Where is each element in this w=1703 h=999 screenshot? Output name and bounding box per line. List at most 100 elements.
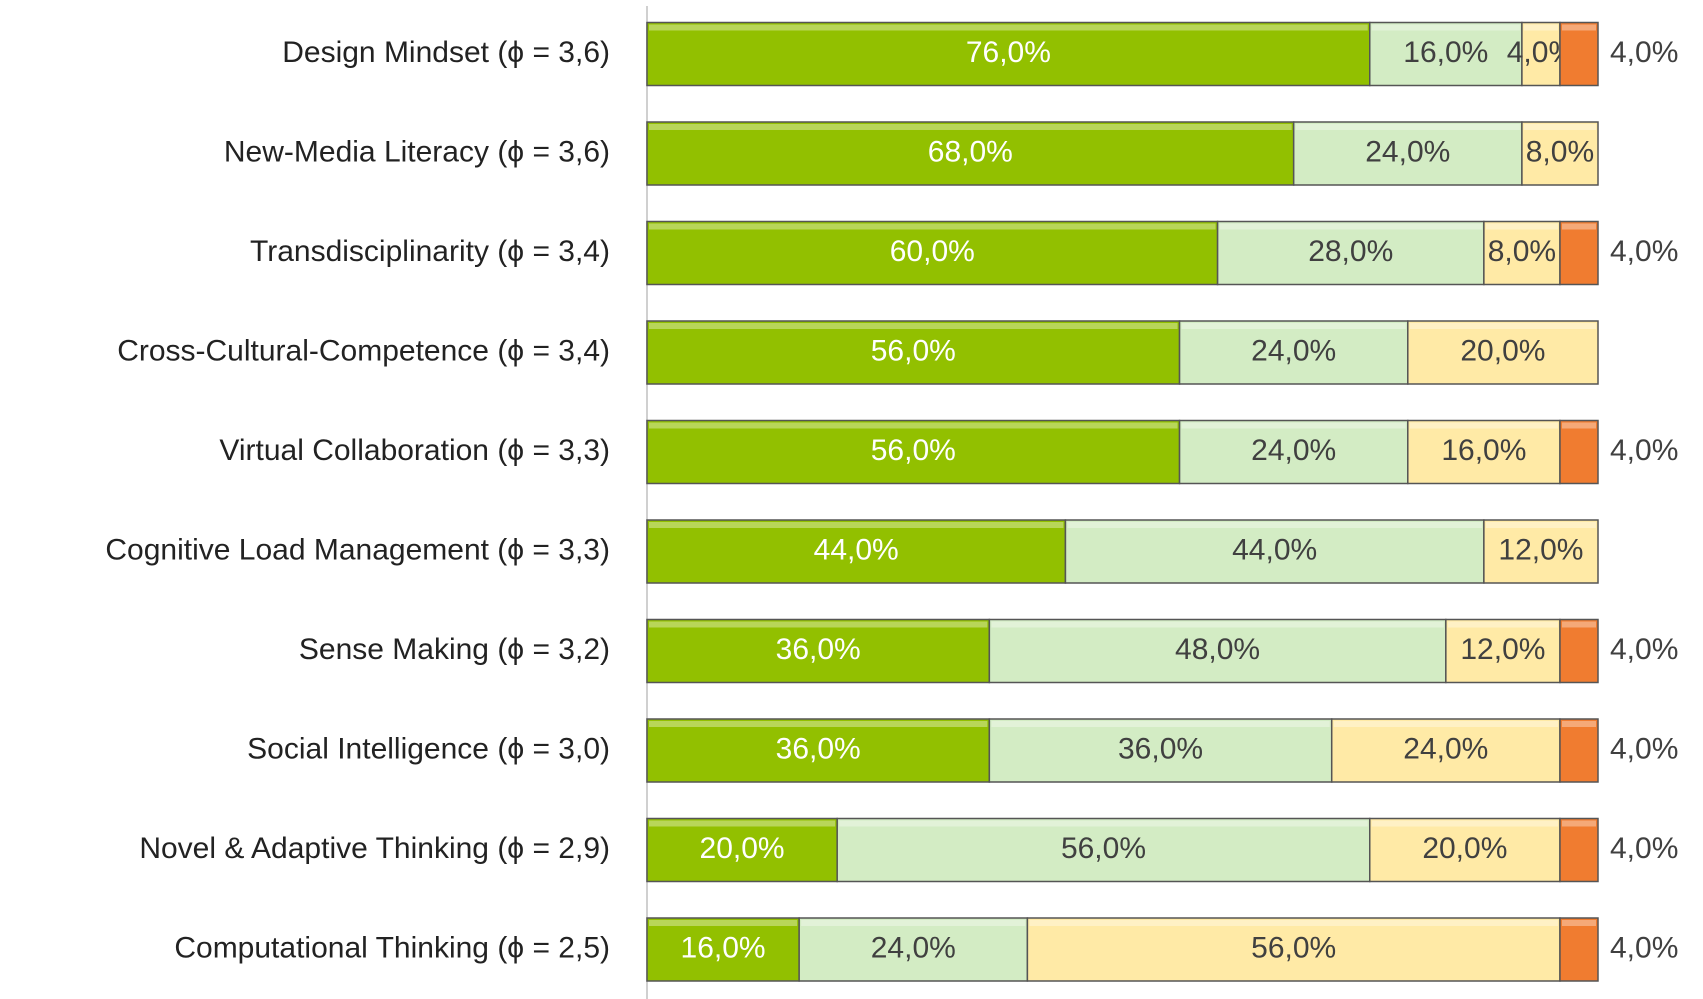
bar-segment [836, 817, 1371, 883]
bar-highlight [1523, 124, 1596, 130]
bar-segment [1559, 419, 1599, 485]
category-label: Sense Making (ϕ = 3,2) [299, 633, 610, 666]
data-label: 12,0% [1460, 633, 1545, 666]
bar-segment [1178, 419, 1409, 485]
data-label: 16,0% [681, 931, 766, 964]
bar-highlight [1333, 721, 1558, 727]
data-label: 36,0% [776, 633, 861, 666]
bar-segment [1369, 21, 1523, 87]
data-label: 60,0% [890, 235, 975, 268]
bar-highlight [1523, 24, 1558, 31]
category-label: New-Media Literacy (ϕ = 3,6) [224, 135, 610, 168]
bar-highlight [649, 24, 1368, 31]
category-label: Design Mindset (ϕ = 3,6) [282, 36, 610, 69]
bar-highlight [649, 124, 1292, 130]
data-label: 24,0% [1251, 334, 1336, 367]
bar-highlight [1295, 124, 1520, 130]
bar-highlight [1409, 422, 1558, 429]
bar-segment [1330, 718, 1561, 783]
bar-highlight [1371, 820, 1558, 827]
bar-segment [646, 718, 991, 783]
data-label: 44,0% [1232, 533, 1317, 566]
bar-highlight [801, 920, 1026, 926]
bar-segment [798, 917, 1029, 982]
bar-segment [646, 917, 800, 982]
bar-highlight [1561, 621, 1596, 628]
category-label: Cognitive Load Management (ϕ = 3,3) [105, 533, 610, 566]
category-label: Virtual Collaboration (ϕ = 3,3) [219, 434, 610, 467]
bar-highlight [1371, 24, 1520, 31]
data-label: 20,0% [1422, 832, 1507, 865]
bar-highlight [1561, 920, 1596, 926]
bar-segment [1026, 917, 1561, 982]
bar-highlight [1561, 24, 1596, 31]
data-label: 48,0% [1175, 633, 1260, 666]
data-label: 12,0% [1498, 533, 1583, 566]
category-label: Social Intelligence (ϕ = 3,0) [247, 732, 610, 765]
data-label: 4,0% [1610, 832, 1678, 865]
bar-segment [1445, 618, 1561, 684]
bar-segment [1559, 21, 1599, 87]
data-label: 8,0% [1526, 135, 1594, 168]
data-label: 56,0% [871, 434, 956, 467]
data-label: 56,0% [871, 334, 956, 367]
bar-segment [1407, 320, 1599, 385]
bar-highlight [1447, 621, 1558, 628]
data-label: 36,0% [1118, 732, 1203, 765]
bar-highlight [1181, 323, 1406, 329]
bar-highlight [649, 323, 1178, 329]
data-label: 20,0% [700, 832, 785, 865]
bar-highlight [1561, 721, 1596, 727]
data-label: 4,0% [1610, 36, 1678, 69]
bar-highlight [1409, 323, 1596, 329]
data-label: 56,0% [1251, 931, 1336, 964]
data-label: 4,0% [1610, 931, 1678, 964]
bar-segment [646, 618, 991, 684]
bar-segment [1559, 917, 1599, 982]
data-label: 24,0% [871, 931, 956, 964]
data-label: 24,0% [1365, 135, 1450, 168]
bar-highlight [1561, 223, 1596, 230]
bar-highlight [1067, 522, 1482, 528]
bar-segment [646, 817, 838, 883]
bar-segment [646, 21, 1371, 87]
bar-segment [646, 320, 1181, 385]
data-label: 36,0% [776, 732, 861, 765]
category-label: Transdisciplinarity (ϕ = 3,4) [250, 235, 610, 268]
bar-highlight [649, 820, 836, 827]
bar-highlight [1485, 223, 1558, 230]
bar-segment [646, 121, 1295, 186]
bar-segment [1178, 320, 1409, 385]
data-label: 4,0% [1610, 235, 1678, 268]
bar-segment [1559, 817, 1599, 883]
category-label: Computational Thinking (ϕ = 2,5) [174, 931, 610, 964]
data-label: 20,0% [1460, 334, 1545, 367]
data-label: 16,0% [1403, 36, 1488, 69]
data-label: 24,0% [1251, 434, 1336, 467]
bar-highlight [649, 721, 988, 727]
bar-highlight [649, 422, 1178, 429]
data-label: 16,0% [1441, 434, 1526, 467]
data-label: 76,0% [966, 36, 1051, 69]
bar-highlight [1029, 920, 1558, 926]
bar-highlight [649, 621, 988, 628]
bar-highlight [991, 621, 1444, 628]
bar-highlight [1485, 522, 1596, 528]
data-label: 56,0% [1061, 832, 1146, 865]
data-label: 44,0% [814, 533, 899, 566]
bar-highlight [1181, 422, 1406, 429]
bar-highlight [1561, 820, 1596, 827]
bar-highlight [991, 721, 1330, 727]
data-label: 4,0% [1610, 633, 1678, 666]
bar-highlight [1219, 223, 1482, 230]
bar-segment [1521, 121, 1599, 186]
bar-highlight [839, 820, 1368, 827]
data-label: 4,0% [1610, 434, 1678, 467]
bar-segment [646, 419, 1181, 485]
bar-segment [1369, 817, 1561, 883]
bar-highlight [649, 920, 798, 926]
bar-segment [1559, 618, 1599, 684]
bar-segment [1559, 220, 1599, 286]
data-label: 8,0% [1488, 235, 1556, 268]
